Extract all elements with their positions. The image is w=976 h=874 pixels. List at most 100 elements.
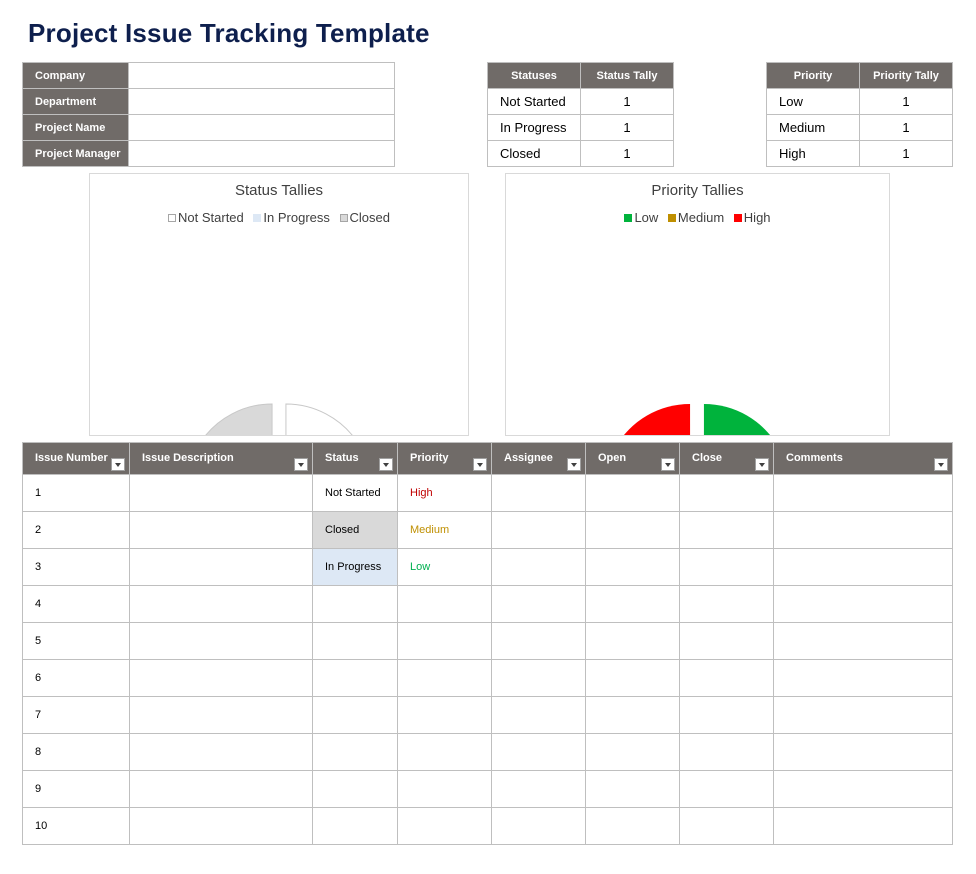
status-cell[interactable] — [312, 659, 398, 697]
status-cell[interactable]: Not Started — [312, 474, 398, 512]
assignee-cell[interactable] — [491, 585, 586, 623]
filter-dropdown-icon[interactable] — [567, 458, 581, 471]
open-cell[interactable] — [585, 511, 680, 549]
status-name[interactable]: Closed — [487, 140, 581, 167]
priority-name[interactable]: Medium — [766, 114, 860, 141]
open-cell[interactable] — [585, 622, 680, 660]
open-cell[interactable] — [585, 474, 680, 512]
filter-dropdown-icon[interactable] — [111, 458, 125, 471]
issue-number-cell[interactable]: 1 — [22, 474, 130, 512]
pie-slice-closed[interactable] — [186, 403, 273, 435]
priority-cell[interactable] — [397, 770, 492, 808]
priority-count[interactable]: 1 — [859, 114, 953, 141]
issue-number-cell[interactable]: 6 — [22, 659, 130, 697]
comments-cell[interactable] — [773, 733, 953, 771]
priority-cell[interactable] — [397, 696, 492, 734]
assignee-cell[interactable] — [491, 733, 586, 771]
pie-slice-high[interactable] — [604, 404, 691, 435]
status-cell[interactable]: In Progress — [312, 548, 398, 586]
close-cell[interactable] — [679, 659, 774, 697]
assignee-header[interactable]: Assignee — [491, 442, 586, 475]
status-name[interactable]: In Progress — [487, 114, 581, 141]
comments-cell[interactable] — [773, 770, 953, 808]
issue-description-cell[interactable] — [129, 770, 313, 808]
status-cell[interactable] — [312, 770, 398, 808]
status-count[interactable]: 1 — [580, 114, 674, 141]
priority-tallies-chart[interactable]: Priority Tallies Low Medium High 34%33%3… — [505, 173, 890, 436]
close-cell[interactable] — [679, 733, 774, 771]
priority-name[interactable]: Low — [766, 88, 860, 115]
priority-cell[interactable] — [397, 622, 492, 660]
comments-header[interactable]: Comments — [773, 442, 953, 475]
issue-number-cell[interactable]: 3 — [22, 548, 130, 586]
issue-number-cell[interactable]: 9 — [22, 770, 130, 808]
pie-slice-low[interactable] — [703, 404, 790, 435]
comments-cell[interactable] — [773, 696, 953, 734]
close-header[interactable]: Close — [679, 442, 774, 475]
comments-cell[interactable] — [773, 622, 953, 660]
assignee-cell[interactable] — [491, 474, 586, 512]
assignee-cell[interactable] — [491, 548, 586, 586]
status-tallies-chart[interactable]: Status Tallies Not Started In Progress C… — [89, 173, 469, 436]
project-name-field[interactable] — [128, 114, 395, 141]
assignee-cell[interactable] — [491, 696, 586, 734]
comments-cell[interactable] — [773, 474, 953, 512]
issue-description-header[interactable]: Issue Description — [129, 442, 313, 475]
assignee-cell[interactable] — [491, 770, 586, 808]
priority-count[interactable]: 1 — [859, 140, 953, 167]
open-cell[interactable] — [585, 696, 680, 734]
issue-number-cell[interactable]: 8 — [22, 733, 130, 771]
assignee-cell[interactable] — [491, 659, 586, 697]
comments-cell[interactable] — [773, 659, 953, 697]
issue-description-cell[interactable] — [129, 622, 313, 660]
priority-header[interactable]: Priority — [397, 442, 492, 475]
open-header[interactable]: Open — [585, 442, 680, 475]
filter-dropdown-icon[interactable] — [473, 458, 487, 471]
project-manager-field[interactable] — [128, 140, 395, 167]
open-cell[interactable] — [585, 733, 680, 771]
close-cell[interactable] — [679, 548, 774, 586]
status-count[interactable]: 1 — [580, 140, 674, 167]
priority-count[interactable]: 1 — [859, 88, 953, 115]
open-cell[interactable] — [585, 807, 680, 845]
issue-description-cell[interactable] — [129, 807, 313, 845]
issue-number-cell[interactable]: 2 — [22, 511, 130, 549]
filter-dropdown-icon[interactable] — [294, 458, 308, 471]
department-field[interactable] — [128, 88, 395, 115]
issue-description-cell[interactable] — [129, 474, 313, 512]
issue-description-cell[interactable] — [129, 696, 313, 734]
priority-name[interactable]: High — [766, 140, 860, 167]
issue-description-cell[interactable] — [129, 659, 313, 697]
filter-dropdown-icon[interactable] — [755, 458, 769, 471]
issue-description-cell[interactable] — [129, 733, 313, 771]
status-count[interactable]: 1 — [580, 88, 674, 115]
status-cell[interactable] — [312, 622, 398, 660]
priority-cell[interactable] — [397, 733, 492, 771]
status-header[interactable]: Status — [312, 442, 398, 475]
priority-cell[interactable]: High — [397, 474, 492, 512]
issue-number-header[interactable]: Issue Number — [22, 442, 130, 475]
close-cell[interactable] — [679, 696, 774, 734]
priority-cell[interactable] — [397, 659, 492, 697]
close-cell[interactable] — [679, 622, 774, 660]
pie-slice-not-started[interactable] — [285, 403, 372, 435]
assignee-cell[interactable] — [491, 511, 586, 549]
close-cell[interactable] — [679, 511, 774, 549]
assignee-cell[interactable] — [491, 807, 586, 845]
open-cell[interactable] — [585, 770, 680, 808]
comments-cell[interactable] — [773, 585, 953, 623]
priority-cell[interactable]: Medium — [397, 511, 492, 549]
open-cell[interactable] — [585, 585, 680, 623]
close-cell[interactable] — [679, 807, 774, 845]
status-cell[interactable] — [312, 733, 398, 771]
issue-description-cell[interactable] — [129, 585, 313, 623]
issue-number-cell[interactable]: 5 — [22, 622, 130, 660]
filter-dropdown-icon[interactable] — [661, 458, 675, 471]
close-cell[interactable] — [679, 585, 774, 623]
status-name[interactable]: Not Started — [487, 88, 581, 115]
priority-cell[interactable] — [397, 807, 492, 845]
issue-description-cell[interactable] — [129, 511, 313, 549]
assignee-cell[interactable] — [491, 622, 586, 660]
close-cell[interactable] — [679, 474, 774, 512]
status-cell[interactable] — [312, 696, 398, 734]
